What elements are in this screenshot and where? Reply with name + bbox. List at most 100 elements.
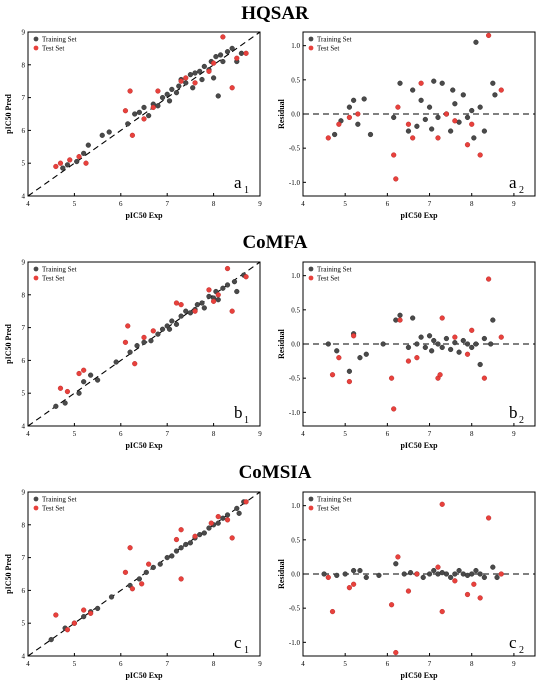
test-point	[57, 160, 64, 166]
x-tick-label: 5	[343, 200, 347, 208]
training-point	[473, 39, 479, 45]
training-point	[393, 561, 399, 567]
x-tick-label: 5	[343, 430, 347, 438]
training-point	[238, 50, 245, 56]
x-tick-label: 4	[301, 200, 305, 208]
training-point	[224, 282, 231, 288]
y-tick-label: 9	[22, 259, 26, 267]
training-point	[363, 574, 369, 581]
training-point	[346, 104, 353, 110]
test-point	[452, 118, 458, 124]
test-point	[224, 517, 231, 523]
test-point	[405, 588, 412, 594]
x-tick-label: 9	[258, 430, 262, 438]
training-point	[367, 131, 374, 138]
test-point	[477, 595, 483, 601]
test-point	[443, 111, 450, 117]
x-axis-label: pIC50 Exp	[400, 211, 438, 220]
x-tick-label: 8	[470, 430, 474, 438]
training-point	[346, 368, 353, 374]
training-point	[456, 567, 462, 574]
training-point	[448, 574, 454, 581]
x-tick-label: 5	[73, 430, 77, 438]
legend-test-marker	[308, 45, 314, 51]
training-point	[127, 349, 133, 355]
panel-label-subscript: 2	[519, 185, 524, 196]
y-tick-label: 0.5	[291, 536, 300, 544]
chart-c1: 4 5 6 7 8 9 4 5 6 7 8 9 pIC50 Exp pIC50 Pred Training …	[4, 489, 262, 681]
training-point	[229, 45, 235, 52]
legend-test-label: Test Set	[317, 505, 339, 513]
test-point	[393, 176, 399, 182]
test-point	[325, 135, 331, 141]
x-tick-label: 8	[470, 200, 474, 208]
training-point	[490, 80, 496, 86]
y-tick-label: 6	[22, 127, 26, 135]
training-point	[429, 348, 435, 354]
panel-label-subscript: 1	[244, 645, 249, 656]
test-point	[206, 68, 212, 74]
test-point	[405, 121, 412, 127]
x-tick-label: 7	[165, 430, 169, 438]
training-point	[490, 564, 496, 570]
legend-training-label: Training Set	[317, 496, 352, 504]
training-point	[136, 576, 142, 582]
training-point	[410, 87, 416, 93]
x-tick-label: 5	[73, 660, 77, 668]
training-point	[173, 321, 180, 327]
test-point	[206, 287, 212, 293]
training-point	[410, 315, 416, 321]
y-tick-label: 5	[22, 160, 26, 168]
training-point	[464, 114, 471, 121]
x-tick-label: 9	[258, 200, 262, 208]
test-point	[439, 608, 445, 615]
training-point	[106, 129, 112, 135]
training-point	[64, 162, 71, 168]
test-point	[141, 116, 147, 122]
training-point	[166, 326, 173, 332]
legend-test-label: Test Set	[42, 275, 64, 283]
y-tick-label: 5	[22, 390, 26, 398]
x-tick-label: 6	[386, 660, 390, 668]
test-point	[57, 385, 64, 391]
training-point	[234, 505, 240, 512]
y-tick-label: 9	[22, 29, 26, 37]
test-point	[355, 111, 361, 117]
training-point	[397, 80, 403, 86]
training-point	[469, 107, 475, 114]
training-point	[450, 87, 456, 93]
test-point	[183, 75, 189, 81]
y-tick-label: 0.0	[291, 571, 300, 579]
training-point	[183, 308, 189, 314]
legend-test-marker	[33, 45, 39, 51]
y-tick-label: 8	[22, 291, 26, 299]
training-point	[169, 86, 175, 93]
test-point	[64, 388, 71, 395]
training-point	[190, 85, 196, 91]
test-point	[173, 300, 180, 306]
test-point	[211, 60, 217, 66]
x-tick-label: 8	[212, 200, 216, 208]
training-point	[169, 318, 175, 324]
x-tick-label: 4	[26, 660, 30, 668]
training-point	[85, 142, 91, 148]
test-point	[127, 88, 133, 94]
test-point	[486, 515, 492, 521]
training-point	[469, 344, 475, 351]
x-tick-label: 7	[165, 200, 169, 208]
training-point	[201, 530, 207, 536]
test-point	[211, 298, 217, 304]
x-tick-label: 9	[512, 430, 516, 438]
training-point	[201, 63, 207, 70]
y-tick-label: 8	[22, 61, 26, 69]
identity-reference-line	[27, 491, 261, 657]
test-point	[336, 355, 342, 361]
legend-test-marker	[308, 275, 314, 281]
y-tick-label: 4	[22, 193, 26, 201]
panel-label-subscript: 1	[244, 185, 249, 196]
test-point	[139, 581, 145, 587]
test-point	[173, 536, 180, 543]
y-axis-label: Residual	[277, 328, 286, 359]
training-point	[443, 571, 450, 577]
y-tick-label: 0.0	[291, 111, 300, 119]
